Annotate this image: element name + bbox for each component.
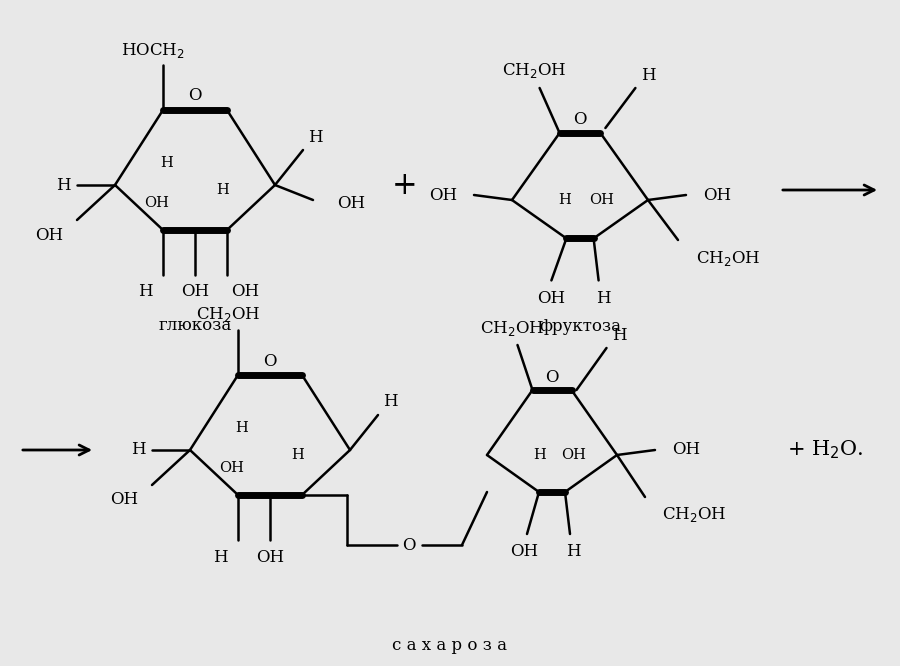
Text: фруктоза: фруктоза (539, 318, 621, 335)
Text: H: H (292, 448, 304, 462)
Text: H: H (382, 394, 397, 410)
Text: OH: OH (231, 284, 259, 300)
Text: + H$_2$O.: + H$_2$O. (787, 439, 863, 462)
Text: O: O (402, 537, 416, 553)
Text: HOCH$_2$: HOCH$_2$ (122, 41, 184, 59)
Text: H: H (534, 448, 546, 462)
Text: CH$_2$OH: CH$_2$OH (481, 318, 544, 338)
Text: H: H (612, 326, 626, 344)
Text: H: H (56, 176, 70, 194)
Text: H: H (566, 543, 580, 561)
Text: H: H (138, 284, 152, 300)
Text: OH: OH (145, 196, 169, 210)
Text: CH$_2$OH: CH$_2$OH (696, 248, 760, 268)
Text: OH: OH (337, 194, 365, 212)
Text: глюкоза: глюкоза (158, 316, 231, 334)
Text: OH: OH (110, 492, 138, 509)
Text: OH: OH (181, 284, 209, 300)
Text: CH$_2$OH: CH$_2$OH (195, 306, 260, 324)
Text: H: H (212, 549, 228, 565)
Text: OH: OH (35, 226, 63, 244)
Text: CH$_2$OH: CH$_2$OH (662, 505, 726, 525)
Text: H: H (559, 193, 572, 207)
Text: O: O (188, 87, 202, 105)
Text: с а х а р о з а: с а х а р о з а (392, 637, 508, 653)
Text: H: H (217, 183, 230, 197)
Text: H: H (130, 442, 145, 458)
Text: H: H (597, 290, 611, 307)
Text: CH$_2$OH: CH$_2$OH (502, 61, 567, 81)
Text: H: H (160, 156, 174, 170)
Text: OH: OH (220, 461, 245, 475)
Text: O: O (545, 368, 559, 386)
Text: H: H (236, 421, 248, 435)
Text: H: H (308, 129, 322, 145)
Text: O: O (573, 111, 587, 129)
Text: OH: OH (537, 290, 565, 307)
Text: OH: OH (703, 186, 731, 204)
Text: OH: OH (429, 186, 457, 204)
Text: H: H (641, 67, 656, 83)
Text: +: + (392, 170, 418, 200)
Text: OH: OH (256, 549, 284, 565)
Text: OH: OH (562, 448, 587, 462)
Text: OH: OH (672, 442, 700, 458)
Text: O: O (263, 354, 277, 370)
Text: OH: OH (510, 543, 538, 561)
Text: OH: OH (590, 193, 615, 207)
